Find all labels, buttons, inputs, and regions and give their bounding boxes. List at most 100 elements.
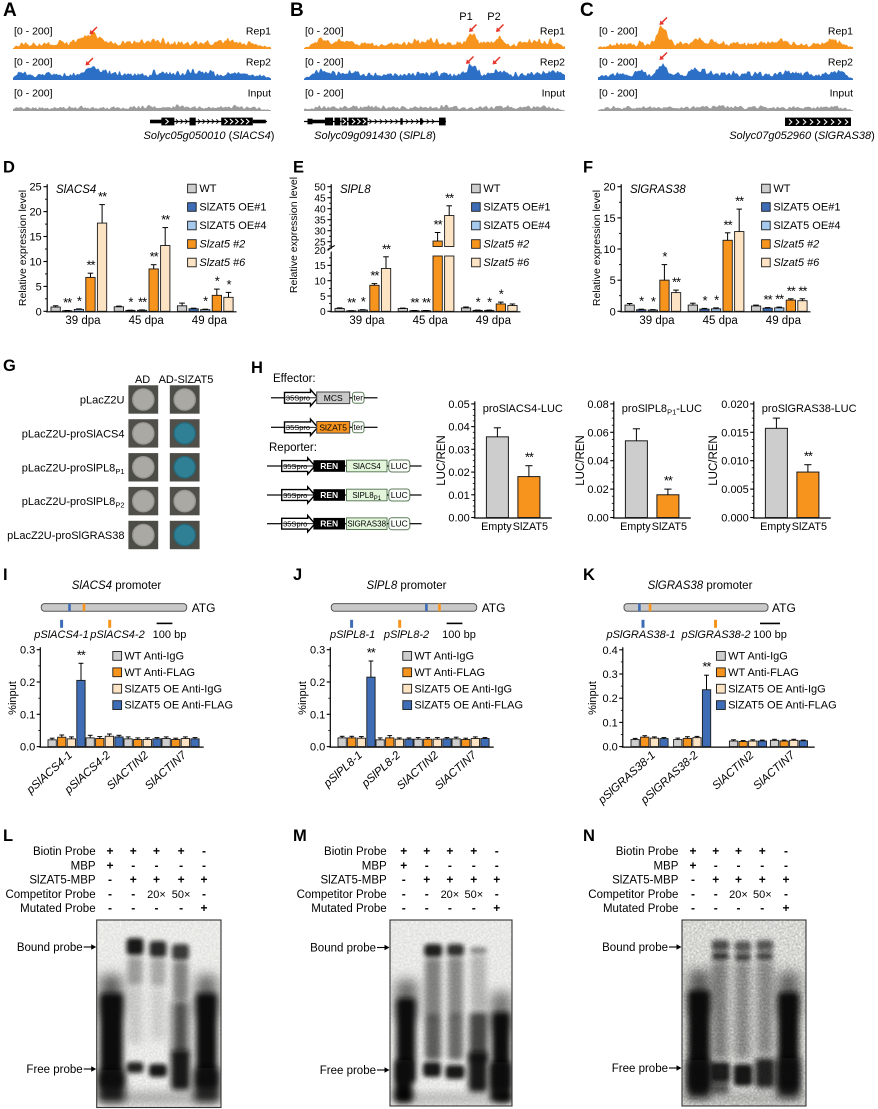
svg-text:-: - — [784, 887, 788, 901]
svg-text:P1: P1 — [459, 11, 472, 23]
svg-text:+: + — [735, 873, 742, 887]
svg-text:5: 5 — [320, 292, 326, 303]
svg-text:0.015: 0.015 — [721, 427, 749, 439]
svg-text:pSlPL8-2: pSlPL8-2 — [383, 629, 429, 641]
svg-text:Solyc07g052960 (SlGRAS38): Solyc07g052960 (SlGRAS38) — [729, 130, 875, 142]
svg-text:Biotin Probe: Biotin Probe — [616, 846, 679, 858]
svg-text:+: + — [153, 873, 160, 887]
svg-text:**: ** — [98, 189, 107, 204]
svg-text:+: + — [712, 844, 719, 858]
svg-text:**: ** — [525, 450, 534, 465]
svg-text:SlZAT5 OE Anti-FLAG: SlZAT5 OE Anti-FLAG — [124, 700, 233, 712]
svg-text:0.3: 0.3 — [20, 645, 35, 657]
svg-text:Rep2: Rep2 — [540, 57, 565, 69]
svg-text:SlZAT5 OE#4: SlZAT5 OE#4 — [483, 220, 550, 232]
svg-text:-: - — [472, 858, 476, 872]
svg-text:SlZAT5 OE Anti-IgG: SlZAT5 OE Anti-IgG — [728, 683, 826, 695]
svg-text:%input: %input — [297, 681, 309, 715]
svg-text:Bound probe: Bound probe — [310, 943, 376, 955]
svg-text:+: + — [689, 858, 696, 872]
svg-text:SlZAT5-MBP: SlZAT5-MBP — [612, 875, 679, 887]
svg-text:**: ** — [63, 295, 72, 310]
svg-text:SlZAT5 OE#1: SlZAT5 OE#1 — [199, 202, 266, 214]
svg-text:0.02: 0.02 — [448, 467, 469, 479]
svg-text:49 dpa: 49 dpa — [476, 315, 512, 327]
svg-text:**: ** — [775, 292, 784, 307]
svg-text:REN: REN — [320, 461, 338, 471]
svg-text:5: 5 — [36, 281, 42, 293]
svg-text:0.00: 0.00 — [587, 513, 608, 525]
svg-text:0.04: 0.04 — [448, 422, 469, 434]
svg-text:LUC/REN: LUC/REN — [575, 435, 587, 485]
svg-text:N: N — [583, 827, 595, 845]
svg-text:-: - — [760, 901, 764, 915]
svg-text:WT: WT — [773, 183, 790, 195]
svg-text:-: - — [155, 858, 159, 872]
svg-text:SlZAT5: SlZAT5 — [652, 521, 687, 533]
svg-text:**: ** — [138, 294, 147, 309]
svg-text:*: * — [226, 277, 231, 292]
svg-text:20×: 20× — [729, 889, 748, 901]
svg-text:*: * — [714, 292, 719, 307]
svg-text:Rep1: Rep1 — [540, 26, 565, 38]
svg-text:REN: REN — [320, 490, 338, 500]
svg-text:100 bp: 100 bp — [753, 629, 787, 641]
svg-text:100 bp: 100 bp — [442, 629, 476, 641]
svg-text:SlZAT5: SlZAT5 — [319, 422, 347, 432]
svg-text:**: ** — [86, 258, 95, 273]
svg-text:G: G — [3, 357, 16, 375]
svg-text:-: - — [495, 887, 499, 901]
svg-text:SlACS4: SlACS4 — [353, 462, 382, 471]
svg-text:+: + — [400, 844, 407, 858]
svg-text:*: * — [128, 295, 133, 310]
svg-text:pSlACS4-1: pSlACS4-1 — [33, 629, 88, 641]
svg-text:+: + — [759, 844, 766, 858]
svg-text:+: + — [782, 873, 789, 887]
svg-text:**: ** — [764, 292, 773, 307]
svg-text:SlZAT5 OE Anti-FLAG: SlZAT5 OE Anti-FLAG — [728, 700, 837, 712]
svg-text:**: ** — [150, 249, 159, 264]
svg-text:MCS: MCS — [324, 393, 343, 403]
svg-text:0.010: 0.010 — [721, 456, 749, 468]
svg-text:**: ** — [161, 212, 170, 227]
svg-text:Slzat5 #6: Slzat5 #6 — [199, 257, 246, 269]
svg-text:WT Anti-FLAG: WT Anti-FLAG — [124, 667, 195, 679]
svg-text:0.03: 0.03 — [448, 444, 469, 456]
svg-text:5: 5 — [610, 275, 616, 287]
svg-text:WT Anti-FLAG: WT Anti-FLAG — [728, 667, 799, 679]
svg-text:0: 0 — [610, 306, 616, 318]
svg-text:SlZAT5 OE Anti-IgG: SlZAT5 OE Anti-IgG — [124, 683, 222, 695]
svg-text:SlACS4 promoter: SlACS4 promoter — [72, 580, 162, 592]
svg-text:Bound probe: Bound probe — [602, 942, 668, 954]
svg-text:20×: 20× — [441, 889, 460, 901]
svg-text:+: + — [106, 858, 113, 872]
svg-text:*: * — [639, 294, 644, 309]
svg-text:L: L — [3, 827, 13, 845]
svg-text:SlZAT5 OE#4: SlZAT5 OE#4 — [199, 220, 266, 232]
svg-text:25: 25 — [29, 182, 41, 194]
svg-text:+: + — [200, 873, 207, 887]
svg-text:SlGRAS38: SlGRAS38 — [347, 520, 386, 529]
svg-text:H: H — [251, 359, 263, 377]
svg-text:*: * — [361, 294, 366, 309]
svg-text:+: + — [178, 873, 185, 887]
svg-text:pSlGRAS38-2: pSlGRAS38-2 — [680, 629, 750, 641]
svg-text:0.01: 0.01 — [448, 490, 469, 502]
svg-text:50×: 50× — [464, 889, 483, 901]
svg-text:50×: 50× — [172, 889, 191, 901]
svg-text:J: J — [293, 566, 302, 584]
svg-text:*: * — [77, 293, 82, 308]
svg-text:0.05: 0.05 — [448, 399, 469, 411]
svg-text:E: E — [293, 159, 304, 177]
svg-text:proSlGRAS38-LUC: proSlGRAS38-LUC — [762, 403, 857, 415]
svg-text:pLacZ2U-proSlPL8P2: pLacZ2U-proSlPL8P2 — [22, 496, 125, 510]
svg-text:A: A — [3, 0, 17, 21]
svg-text:**: ** — [370, 268, 379, 283]
svg-text:Slzat5 #2: Slzat5 #2 — [773, 239, 819, 251]
svg-text:+: + — [493, 873, 500, 887]
svg-text:SlZAT5 OE#1: SlZAT5 OE#1 — [483, 202, 550, 214]
svg-text:Relative expression level: Relative expression level — [288, 177, 300, 293]
svg-text:+: + — [130, 844, 137, 858]
svg-text:Biotin Probe: Biotin Probe — [33, 846, 96, 858]
svg-text:20×: 20× — [147, 889, 166, 901]
